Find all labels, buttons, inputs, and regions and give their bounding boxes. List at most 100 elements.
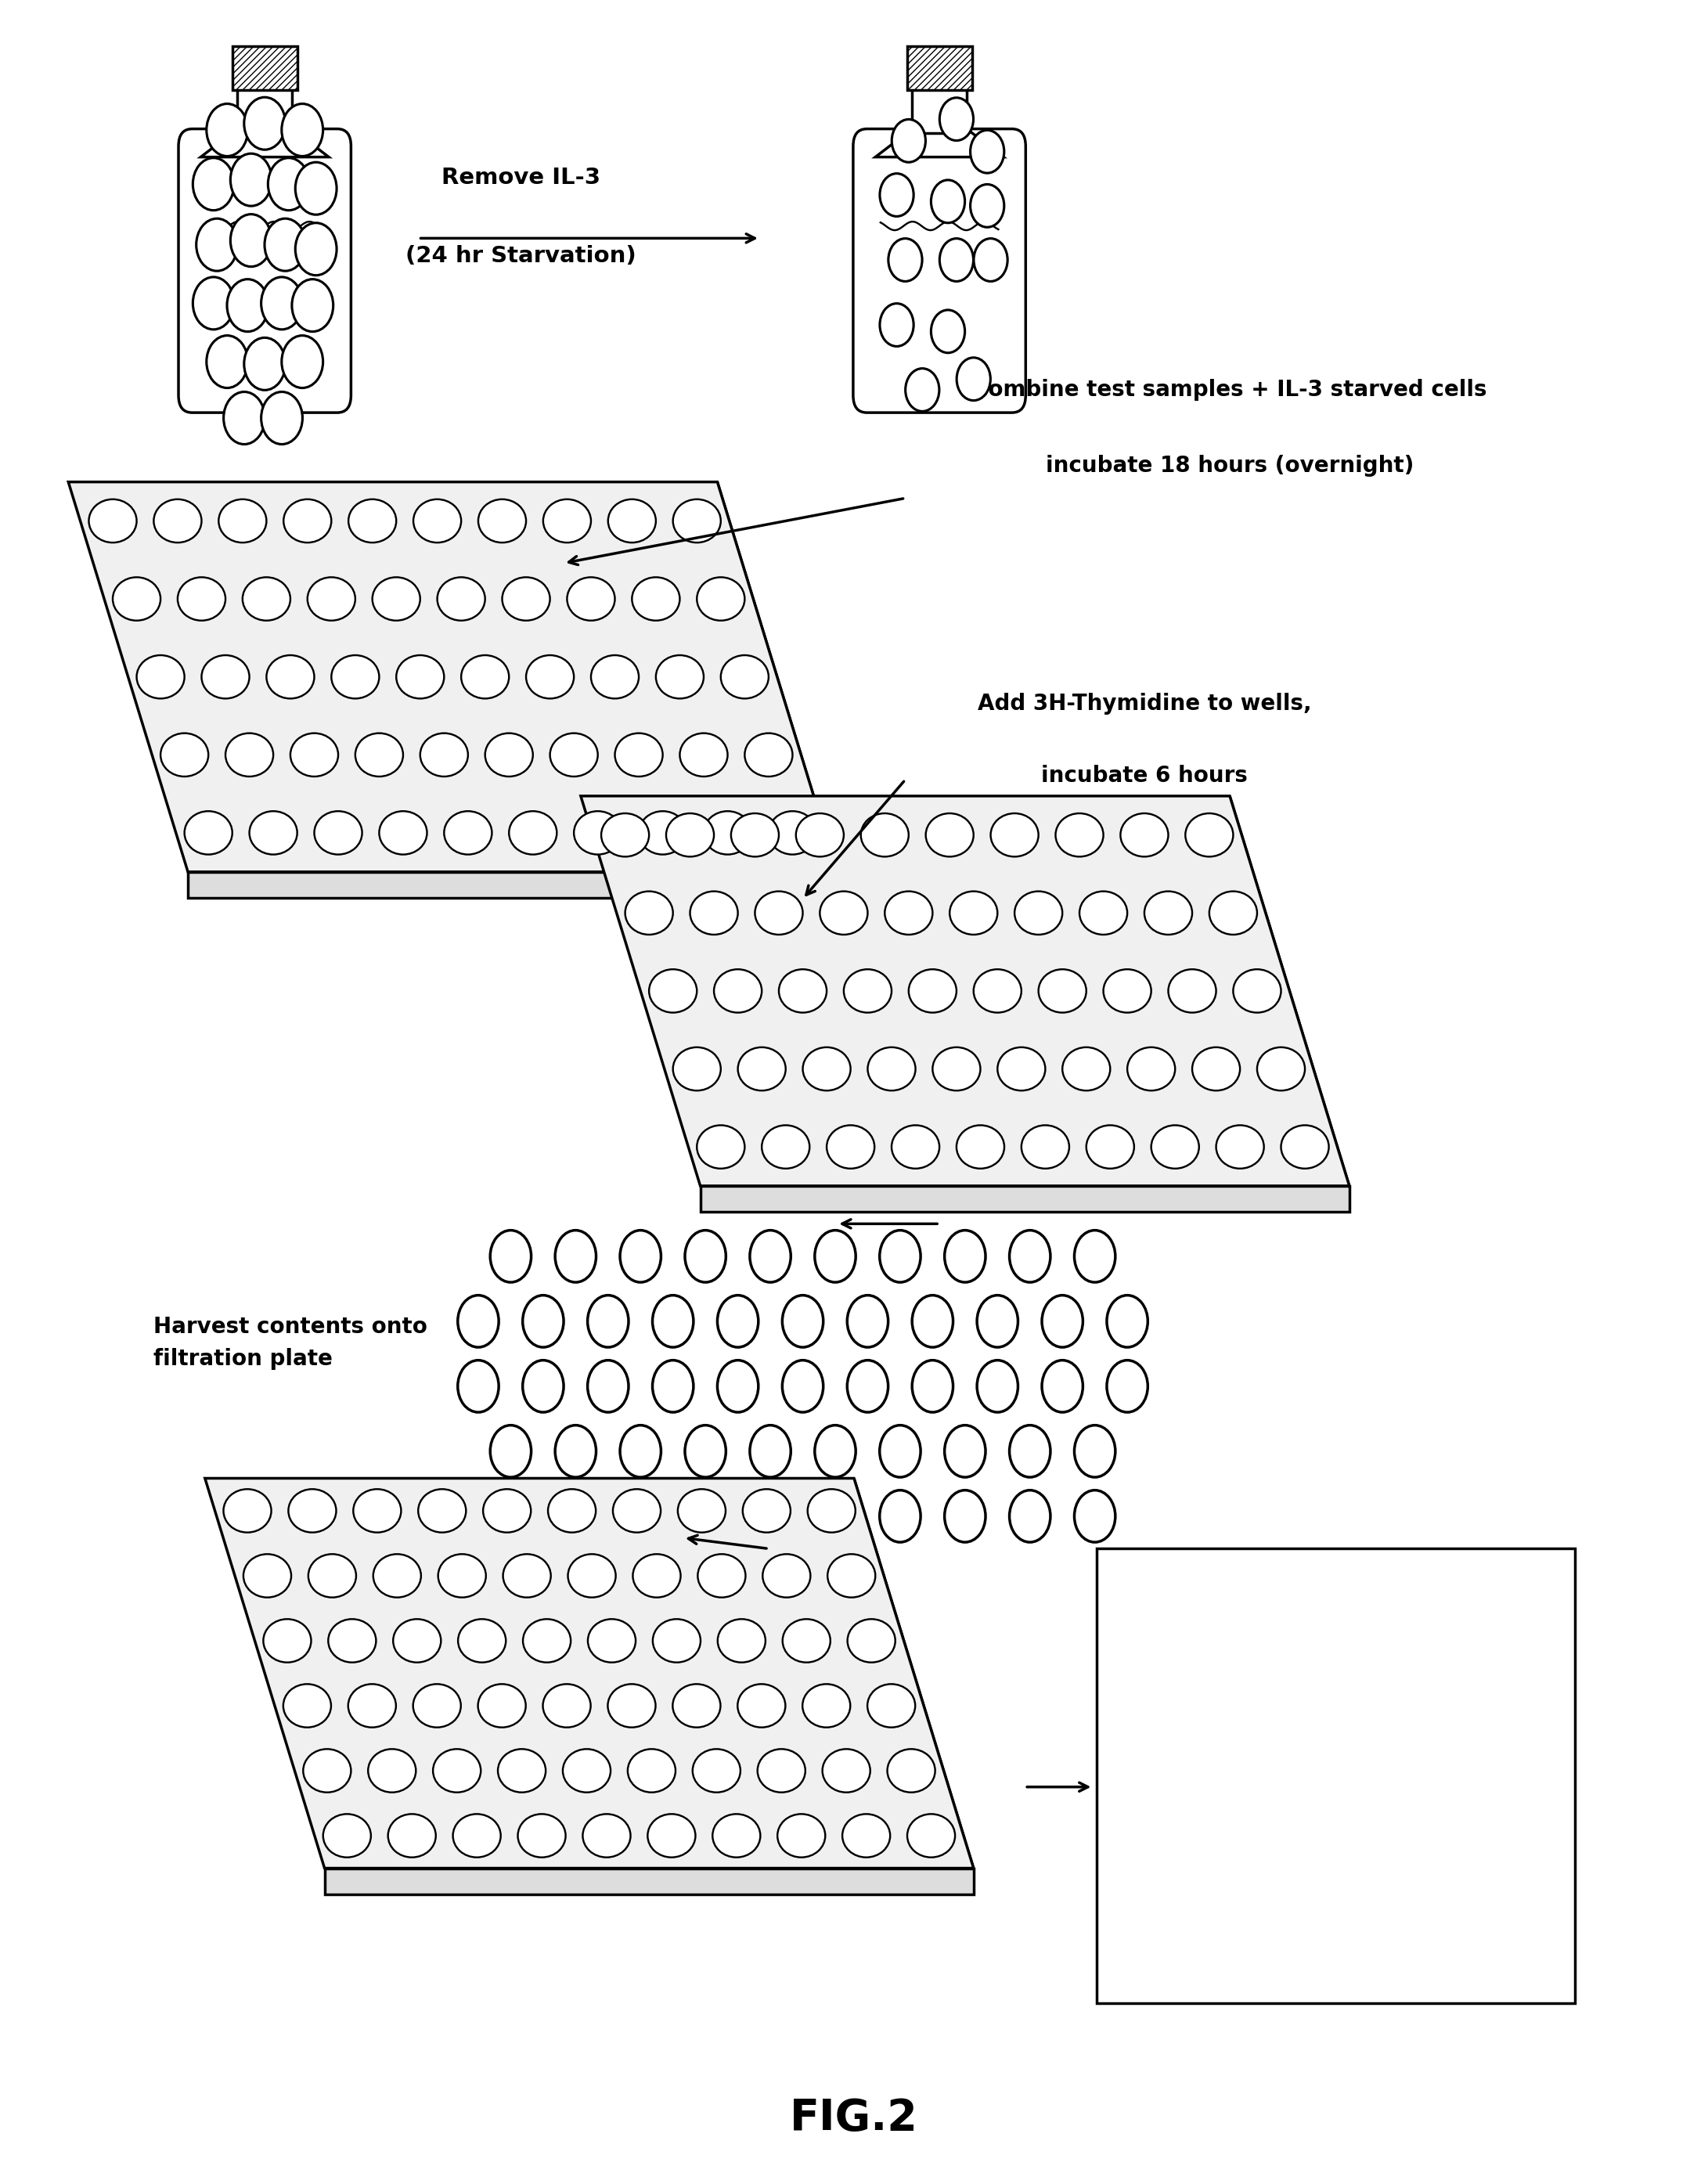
Ellipse shape (868, 1685, 915, 1728)
Ellipse shape (608, 1685, 656, 1728)
Ellipse shape (523, 1360, 564, 1412)
Ellipse shape (608, 498, 656, 542)
Ellipse shape (868, 1046, 915, 1089)
Ellipse shape (803, 1046, 851, 1089)
Ellipse shape (1168, 970, 1216, 1014)
Text: incubate 18 hours (overnight): incubate 18 hours (overnight) (1045, 455, 1414, 477)
Ellipse shape (647, 1813, 695, 1856)
Ellipse shape (1038, 970, 1086, 1014)
Ellipse shape (1144, 892, 1192, 936)
Ellipse shape (292, 279, 333, 331)
Ellipse shape (1009, 1425, 1050, 1477)
Ellipse shape (652, 1620, 700, 1663)
Ellipse shape (562, 1750, 611, 1793)
Ellipse shape (656, 654, 704, 697)
Ellipse shape (750, 1230, 791, 1282)
Ellipse shape (639, 810, 687, 853)
Ellipse shape (224, 392, 265, 444)
Ellipse shape (1079, 892, 1127, 936)
Ellipse shape (1056, 812, 1103, 856)
Ellipse shape (418, 1490, 466, 1534)
Ellipse shape (1074, 1425, 1115, 1477)
Ellipse shape (634, 1555, 681, 1596)
Ellipse shape (591, 654, 639, 697)
Ellipse shape (939, 97, 974, 141)
Polygon shape (717, 481, 837, 897)
Ellipse shape (1009, 1230, 1050, 1282)
Polygon shape (876, 130, 1004, 158)
Ellipse shape (721, 654, 769, 697)
Ellipse shape (1042, 1360, 1083, 1412)
Ellipse shape (615, 732, 663, 775)
Ellipse shape (523, 1295, 564, 1347)
Ellipse shape (295, 162, 336, 214)
Polygon shape (68, 481, 837, 871)
Ellipse shape (282, 336, 323, 388)
Polygon shape (325, 1867, 974, 1893)
Ellipse shape (555, 1490, 596, 1542)
Ellipse shape (620, 1425, 661, 1477)
Ellipse shape (945, 1230, 986, 1282)
Ellipse shape (490, 1425, 531, 1477)
Text: Remove IL-3: Remove IL-3 (441, 167, 601, 188)
Polygon shape (581, 795, 1349, 1185)
Ellipse shape (348, 498, 396, 542)
Ellipse shape (265, 219, 306, 271)
Ellipse shape (266, 654, 314, 697)
Ellipse shape (796, 812, 844, 856)
Ellipse shape (1074, 1230, 1115, 1282)
Ellipse shape (207, 336, 248, 388)
Ellipse shape (970, 130, 1004, 173)
Ellipse shape (453, 1813, 500, 1856)
Ellipse shape (193, 277, 234, 329)
Ellipse shape (931, 180, 965, 223)
Ellipse shape (224, 1490, 272, 1534)
Ellipse shape (673, 1685, 721, 1728)
Ellipse shape (89, 498, 137, 542)
Text: Harvest contents onto
filtration plate: Harvest contents onto filtration plate (154, 1315, 427, 1371)
Ellipse shape (827, 1124, 874, 1170)
Ellipse shape (314, 810, 362, 853)
Ellipse shape (769, 810, 816, 853)
Ellipse shape (178, 576, 225, 619)
Ellipse shape (745, 732, 793, 775)
Ellipse shape (714, 970, 762, 1014)
Ellipse shape (673, 1046, 721, 1089)
Ellipse shape (912, 1360, 953, 1412)
Ellipse shape (588, 1360, 629, 1412)
Ellipse shape (712, 1813, 760, 1856)
Ellipse shape (697, 576, 745, 619)
Ellipse shape (331, 654, 379, 697)
Ellipse shape (717, 1360, 758, 1412)
FancyBboxPatch shape (907, 45, 972, 89)
Ellipse shape (625, 892, 673, 936)
Ellipse shape (268, 158, 309, 210)
Ellipse shape (685, 1490, 726, 1542)
Text: (24 hr Starvation): (24 hr Starvation) (405, 245, 637, 266)
Ellipse shape (307, 576, 355, 619)
FancyBboxPatch shape (178, 130, 352, 412)
Ellipse shape (685, 1425, 726, 1477)
Ellipse shape (652, 1360, 693, 1412)
Ellipse shape (161, 732, 208, 775)
Ellipse shape (284, 1685, 331, 1728)
Ellipse shape (290, 732, 338, 775)
Polygon shape (202, 130, 328, 158)
Ellipse shape (779, 970, 827, 1014)
Ellipse shape (782, 1620, 830, 1663)
Text: Combine test samples + IL-3 starved cells: Combine test samples + IL-3 starved cell… (972, 379, 1488, 401)
Ellipse shape (880, 303, 914, 347)
FancyBboxPatch shape (237, 84, 292, 134)
Ellipse shape (393, 1620, 441, 1663)
Ellipse shape (543, 1685, 591, 1728)
Ellipse shape (354, 1490, 401, 1534)
Ellipse shape (458, 1360, 499, 1412)
Ellipse shape (743, 1490, 791, 1534)
Ellipse shape (926, 812, 974, 856)
Ellipse shape (945, 1490, 986, 1542)
Ellipse shape (1015, 892, 1062, 936)
Ellipse shape (629, 1750, 676, 1793)
Ellipse shape (555, 1230, 596, 1282)
Ellipse shape (202, 654, 249, 697)
Ellipse shape (820, 892, 868, 936)
